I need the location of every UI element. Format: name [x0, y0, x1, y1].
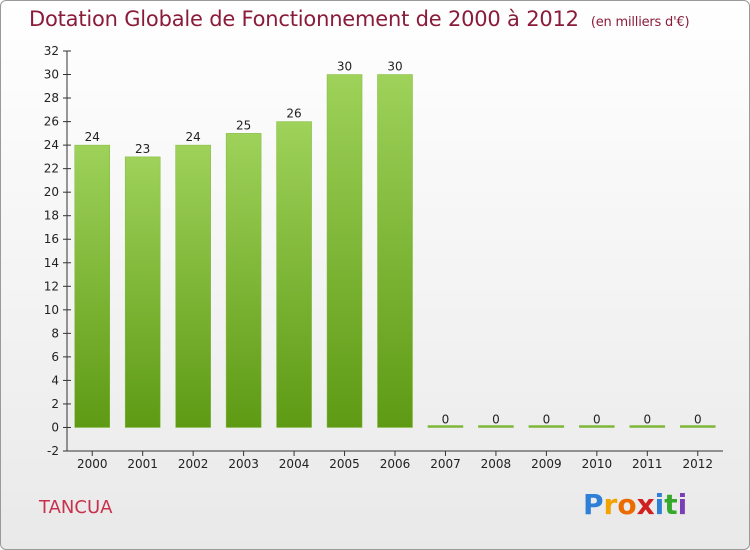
y-tick-label: 22	[44, 162, 59, 176]
bar	[478, 425, 514, 428]
bar	[377, 74, 413, 428]
chart-title: Dotation Globale de Fonctionnement de 20…	[29, 7, 690, 31]
y-tick-label: 4	[51, 373, 59, 387]
y-tick-label: 10	[44, 303, 59, 317]
bar	[427, 425, 464, 428]
bar-value-label: 0	[442, 412, 450, 426]
bar-value-label: 25	[236, 118, 251, 132]
bar-value-label: 0	[643, 412, 651, 426]
bar-value-label: 30	[337, 60, 352, 74]
bar-value-label: 23	[135, 142, 150, 156]
proxiti-logo: Proxiti	[583, 488, 687, 521]
x-tick-label: 2006	[380, 457, 411, 471]
bar	[528, 425, 565, 428]
bar-value-label: 0	[543, 412, 551, 426]
logo-letter: t	[664, 488, 678, 521]
bar	[74, 144, 110, 428]
y-tick-label: 16	[44, 232, 59, 246]
logo-letter: o	[617, 488, 637, 521]
bar-value-label: 0	[593, 412, 601, 426]
bar	[124, 156, 161, 428]
y-tick-label: 28	[44, 91, 59, 105]
y-tick-label: 24	[44, 138, 59, 152]
y-tick-label: 6	[51, 350, 59, 364]
bar	[225, 133, 262, 428]
y-tick-label: -2	[47, 444, 59, 458]
bar	[680, 425, 716, 428]
bar	[326, 74, 363, 428]
commune-name: TANCUA	[39, 497, 113, 518]
bar-value-label: 30	[387, 60, 402, 74]
y-tick-label: 2	[51, 397, 59, 411]
x-tick-label: 2010	[582, 457, 613, 471]
y-tick-label: 32	[44, 44, 59, 58]
x-tick-label: 2000	[77, 457, 108, 471]
y-tick-label: 18	[44, 209, 59, 223]
y-tick-label: 14	[44, 256, 59, 270]
logo-letter: r	[603, 488, 618, 521]
bar	[175, 144, 211, 428]
x-tick-label: 2004	[279, 457, 310, 471]
x-tick-label: 2008	[481, 457, 512, 471]
bar-value-label: 24	[186, 130, 201, 144]
x-tick-label: 2005	[329, 457, 360, 471]
x-tick-label: 2001	[127, 457, 158, 471]
x-tick-label: 2003	[228, 457, 259, 471]
chart-unit: (en milliers d'€)	[590, 15, 690, 30]
y-tick-label: 30	[44, 68, 59, 82]
bar-value-label: 26	[286, 107, 301, 121]
logo-letter: P	[583, 488, 604, 521]
bar-value-label: 24	[85, 130, 100, 144]
chart-title-text: Dotation Globale de Fonctionnement de 20…	[29, 7, 579, 31]
logo-letter: i	[677, 488, 688, 521]
x-tick-label: 2011	[632, 457, 663, 471]
y-tick-label: 26	[44, 115, 59, 129]
logo-letter: x	[636, 488, 655, 521]
bar-value-label: 0	[694, 412, 702, 426]
bar	[579, 425, 615, 428]
y-tick-label: 0	[51, 420, 59, 434]
bar	[276, 121, 312, 428]
x-tick-label: 2002	[178, 457, 209, 471]
bar	[629, 425, 666, 428]
y-tick-label: 12	[44, 279, 59, 293]
y-tick-label: 20	[44, 185, 59, 199]
x-tick-label: 2009	[531, 457, 562, 471]
y-tick-label: 8	[51, 326, 59, 340]
logo-letter: i	[654, 488, 665, 521]
x-tick-label: 2007	[430, 457, 461, 471]
bar-value-label: 0	[492, 412, 500, 426]
x-tick-label: 2012	[682, 457, 713, 471]
